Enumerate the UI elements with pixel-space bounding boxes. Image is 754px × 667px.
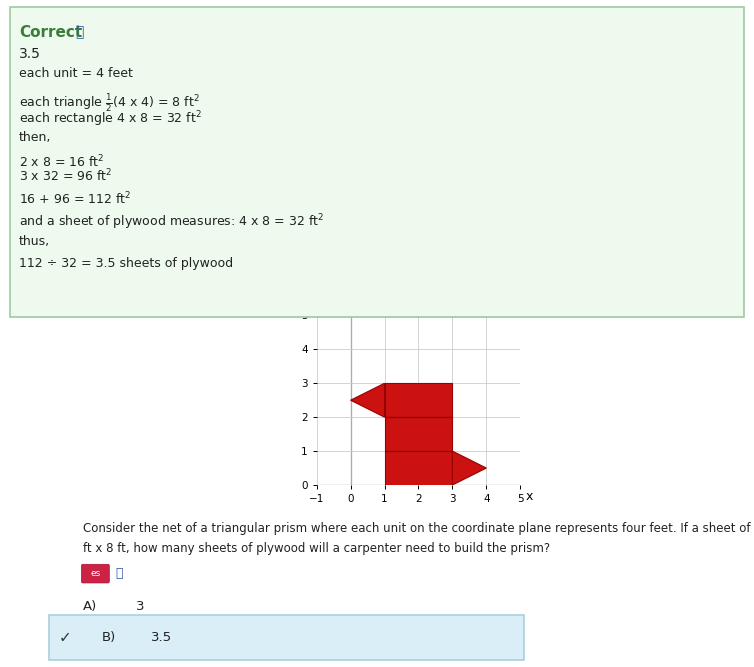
Text: each unit = 4 feet: each unit = 4 feet <box>19 67 133 79</box>
Polygon shape <box>351 384 385 417</box>
Text: 3: 3 <box>136 600 144 613</box>
Text: each triangle $\frac{1}{2}$(4 x 4) = 8 ft$^2$: each triangle $\frac{1}{2}$(4 x 4) = 8 f… <box>19 92 200 114</box>
Text: 16 + 96 = 112 ft$^2$: 16 + 96 = 112 ft$^2$ <box>19 191 131 207</box>
Polygon shape <box>385 451 452 485</box>
Text: 112 ÷ 32 = 3.5 sheets of plywood: 112 ÷ 32 = 3.5 sheets of plywood <box>19 257 233 269</box>
Text: es: es <box>90 569 100 578</box>
Text: 2 x 8 = 16 ft$^2$: 2 x 8 = 16 ft$^2$ <box>19 153 105 170</box>
Polygon shape <box>385 417 452 451</box>
Polygon shape <box>385 384 452 417</box>
Text: A): A) <box>83 600 97 613</box>
Text: 🔊: 🔊 <box>75 25 84 39</box>
Text: 3 x 32 = 96 ft$^2$: 3 x 32 = 96 ft$^2$ <box>19 168 112 185</box>
Text: x: x <box>526 490 533 504</box>
Text: Correct: Correct <box>19 25 82 40</box>
Polygon shape <box>452 451 486 485</box>
Text: and a sheet of plywood measures: 4 x 8 = 32 ft$^2$: and a sheet of plywood measures: 4 x 8 =… <box>19 213 324 232</box>
Text: 🔊: 🔊 <box>115 567 123 580</box>
Text: 3.5: 3.5 <box>19 47 41 61</box>
Text: B): B) <box>102 631 116 644</box>
Text: thus,: thus, <box>19 235 50 247</box>
Text: ft x 8 ft, how many sheets of plywood will a carpenter need to build the prism?: ft x 8 ft, how many sheets of plywood wi… <box>83 542 550 554</box>
Text: each rectangle 4 x 8 = 32 ft$^2$: each rectangle 4 x 8 = 32 ft$^2$ <box>19 109 202 129</box>
Text: Consider the net of a triangular prism where each unit on the coordinate plane r: Consider the net of a triangular prism w… <box>83 522 754 534</box>
Text: ✓: ✓ <box>59 630 72 645</box>
Text: 3.5: 3.5 <box>151 631 172 644</box>
Text: then,: then, <box>19 131 51 144</box>
